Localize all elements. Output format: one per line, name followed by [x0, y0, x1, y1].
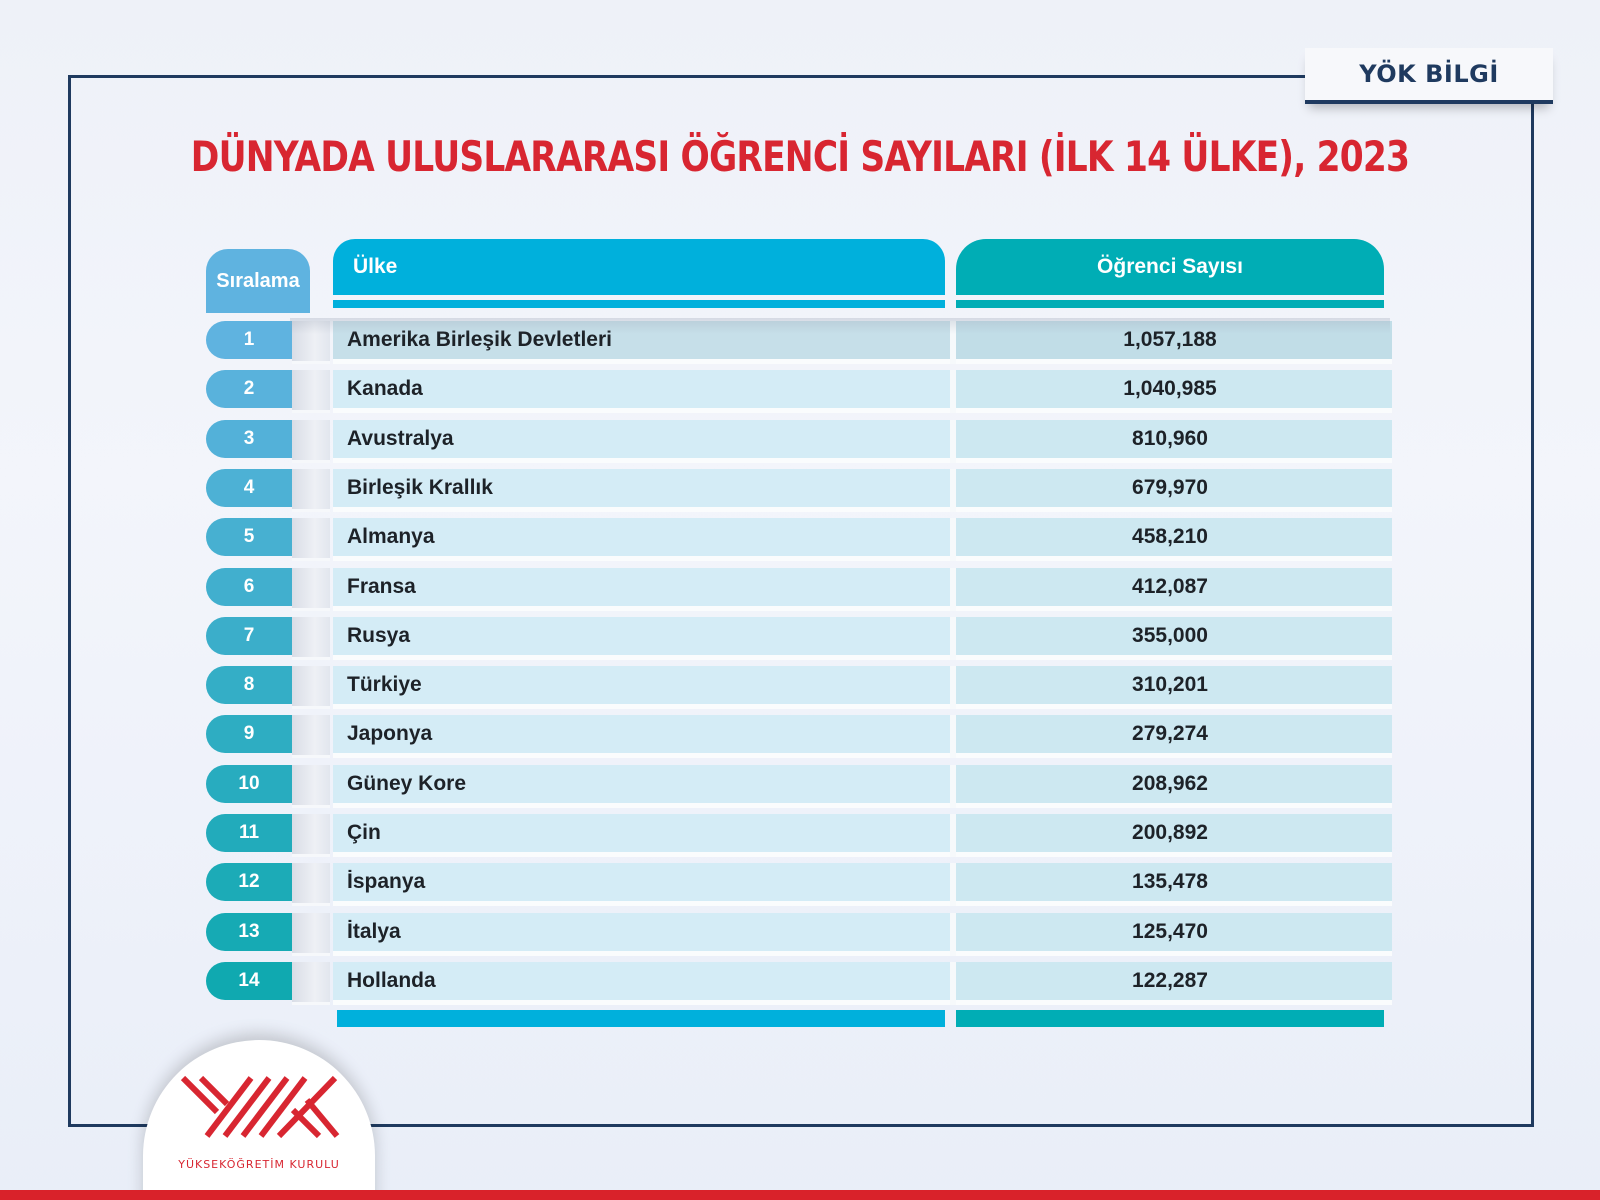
column-divider — [950, 666, 956, 709]
row-spine — [292, 321, 330, 364]
table-row: 6 Fransa 412,087 — [0, 568, 1600, 611]
table-row: 12 İspanya 135,478 — [0, 863, 1600, 906]
rank-pill: 7 — [206, 617, 292, 655]
table-row: 5 Almanya 458,210 — [0, 518, 1600, 561]
student-count-cell: 122,287 — [956, 962, 1392, 1005]
yok-logo-icon — [180, 1075, 340, 1139]
column-divider — [950, 715, 956, 758]
bottom-red-bar — [0, 1190, 1600, 1200]
student-count-cell: 1,040,985 — [956, 370, 1392, 413]
column-divider — [950, 814, 956, 857]
column-divider — [950, 321, 956, 364]
country-cell: İtalya — [333, 913, 950, 956]
student-count-cell: 1,057,188 — [956, 321, 1392, 364]
column-divider — [950, 469, 956, 512]
rank-pill: 1 — [206, 321, 292, 359]
student-count-cell: 310,201 — [956, 666, 1392, 709]
table-row: 3 Avustralya 810,960 — [0, 420, 1600, 463]
column-header-rank: Sıralama — [206, 249, 310, 313]
row-spine — [292, 617, 330, 660]
student-count-cell: 679,970 — [956, 469, 1392, 512]
row-spine — [292, 715, 330, 758]
row-spine — [292, 863, 330, 906]
student-count-cell: 125,470 — [956, 913, 1392, 956]
student-count-cell: 200,892 — [956, 814, 1392, 857]
country-cell: Çin — [333, 814, 950, 857]
rank-pill: 10 — [206, 765, 292, 803]
rank-pill: 14 — [206, 962, 292, 1000]
table-row: 2 Kanada 1,040,985 — [0, 370, 1600, 413]
table-row: 11 Çin 200,892 — [0, 814, 1600, 857]
row-spine — [292, 962, 330, 1005]
country-cell: Fransa — [333, 568, 950, 611]
column-divider — [950, 962, 956, 1005]
rank-pill: 3 — [206, 420, 292, 458]
country-cell: Türkiye — [333, 666, 950, 709]
table-row: 8 Türkiye 310,201 — [0, 666, 1600, 709]
row-spine — [292, 518, 330, 561]
rank-pill: 5 — [206, 518, 292, 556]
table-row: 4 Birleşik Krallık 679,970 — [0, 469, 1600, 512]
page-title: DÜNYADA ULUSLARARASI ÖĞRENCİ SAYILARI (İ… — [190, 132, 1410, 181]
column-header-country: Ülke — [333, 239, 945, 295]
table-row: 7 Rusya 355,000 — [0, 617, 1600, 660]
content-frame — [68, 75, 1534, 1127]
row-spine — [292, 666, 330, 709]
country-cell: Avustralya — [333, 420, 950, 463]
footer-strip-count — [956, 1010, 1384, 1027]
column-divider — [950, 518, 956, 561]
rank-pill: 6 — [206, 568, 292, 606]
table-row: 1 Amerika Birleşik Devletleri 1,057,188 — [0, 321, 1600, 364]
rank-pill: 2 — [206, 370, 292, 408]
table-row: 10 Güney Kore 208,962 — [0, 765, 1600, 808]
country-cell: Kanada — [333, 370, 950, 413]
footer-strip-country — [337, 1010, 945, 1027]
header-strip-country — [333, 300, 945, 308]
student-count-cell: 458,210 — [956, 518, 1392, 561]
row-spine — [292, 814, 330, 857]
table-row: 13 İtalya 125,470 — [0, 913, 1600, 956]
rank-pill: 8 — [206, 666, 292, 704]
country-cell: Almanya — [333, 518, 950, 561]
column-divider — [950, 370, 956, 413]
country-cell: Hollanda — [333, 962, 950, 1005]
column-header-student-count: Öğrenci Sayısı — [956, 239, 1384, 295]
student-count-cell: 279,274 — [956, 715, 1392, 758]
student-count-cell: 810,960 — [956, 420, 1392, 463]
column-divider — [950, 765, 956, 808]
country-cell: Amerika Birleşik Devletleri — [333, 321, 950, 364]
row-spine — [292, 913, 330, 956]
row-spine — [292, 568, 330, 611]
student-count-cell: 135,478 — [956, 863, 1392, 906]
row-spine — [292, 420, 330, 463]
row-spine — [292, 469, 330, 512]
student-count-cell: 208,962 — [956, 765, 1392, 808]
rank-pill: 12 — [206, 863, 292, 901]
column-divider — [950, 568, 956, 611]
student-count-cell: 412,087 — [956, 568, 1392, 611]
yok-logo: YÜKSEKÖĞRETİM KURULU — [143, 1040, 375, 1200]
row-spine — [292, 765, 330, 808]
country-cell: Birleşik Krallık — [333, 469, 950, 512]
rank-pill: 13 — [206, 913, 292, 951]
column-divider — [950, 913, 956, 956]
table-row: 9 Japonya 279,274 — [0, 715, 1600, 758]
rank-pill: 11 — [206, 814, 292, 852]
header-shadow — [290, 318, 1390, 334]
country-cell: İspanya — [333, 863, 950, 906]
table-row: 14 Hollanda 122,287 — [0, 962, 1600, 1005]
row-spine — [292, 370, 330, 413]
logo-caption: YÜKSEKÖĞRETİM KURULU — [178, 1158, 340, 1171]
country-cell: Japonya — [333, 715, 950, 758]
column-divider — [950, 863, 956, 906]
country-cell: Güney Kore — [333, 765, 950, 808]
rank-pill: 4 — [206, 469, 292, 507]
header-strip-count — [956, 300, 1384, 308]
country-cell: Rusya — [333, 617, 950, 660]
column-divider — [950, 617, 956, 660]
column-divider — [950, 420, 956, 463]
yok-bilgi-badge: YÖK BİLGİ — [1305, 48, 1553, 104]
student-count-cell: 355,000 — [956, 617, 1392, 660]
rank-pill: 9 — [206, 715, 292, 753]
